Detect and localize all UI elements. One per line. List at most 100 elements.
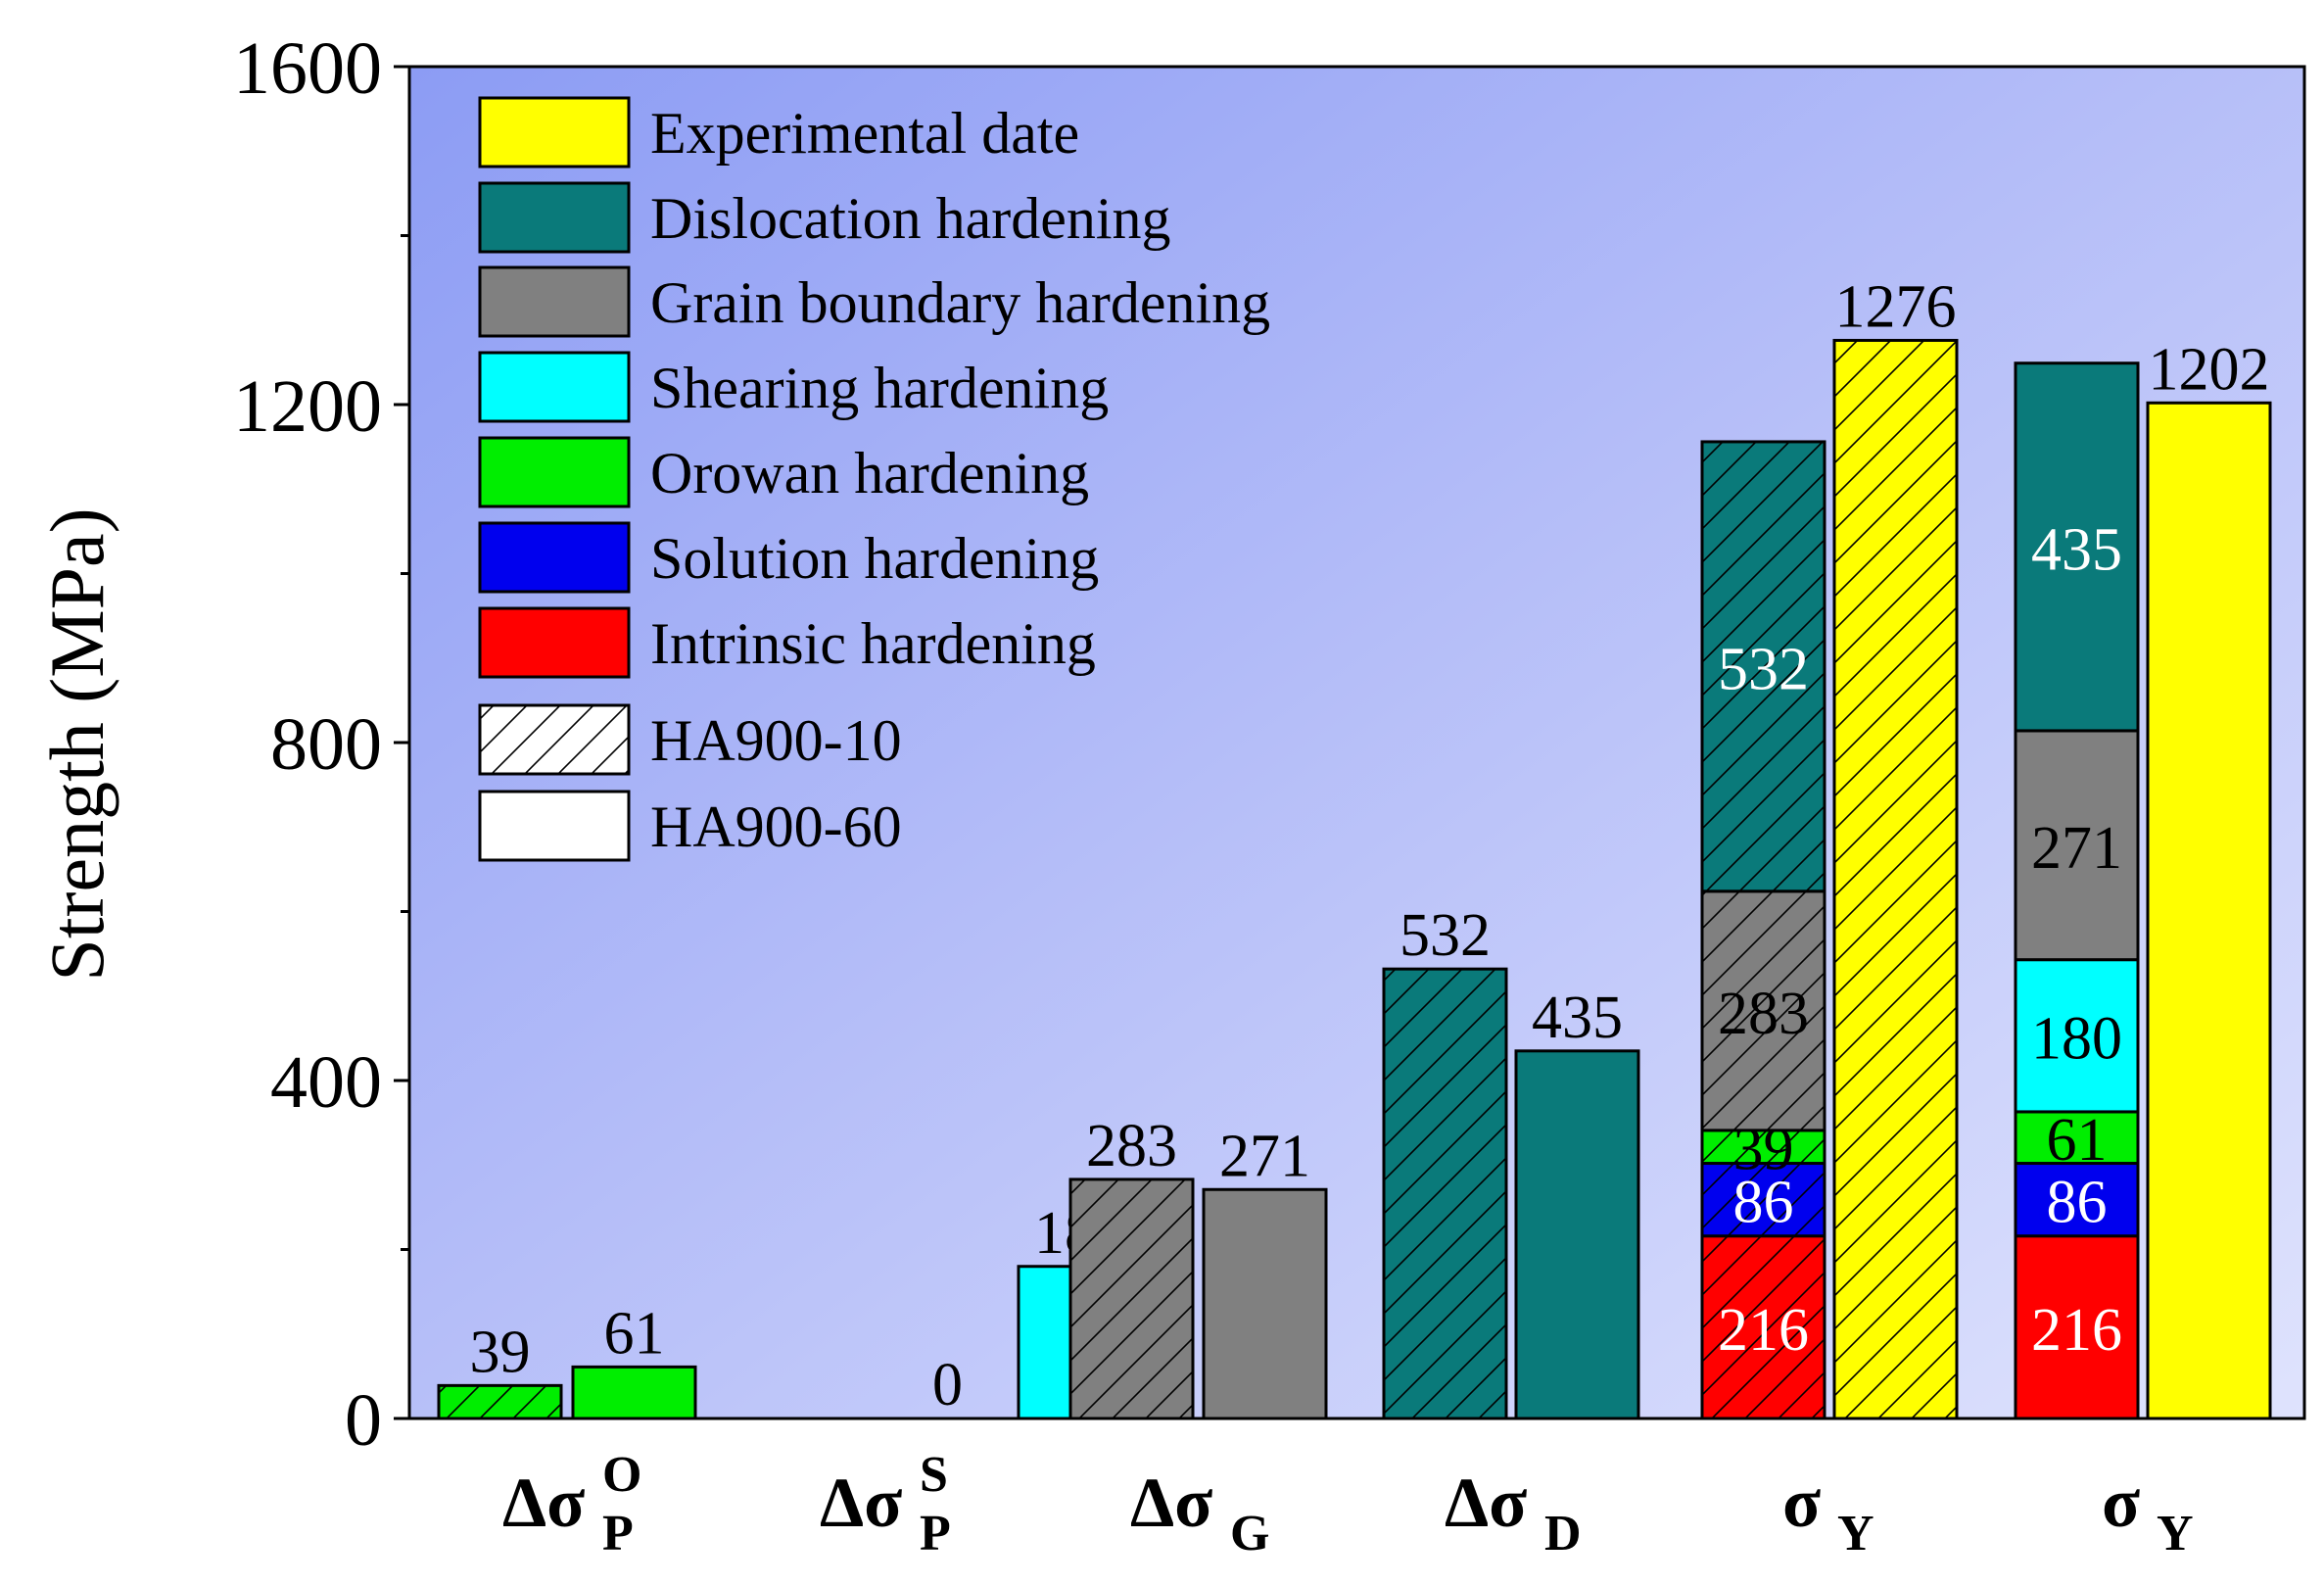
- x-category-label: Δσ PO: [502, 1447, 641, 1562]
- bar-group: 271: [1202, 1123, 1328, 1420]
- legend-swatch: [478, 790, 631, 862]
- y-tick-label: 800: [270, 703, 382, 786]
- legend-label: Orowan hardening: [650, 441, 1089, 505]
- category-superscript: S: [920, 1447, 948, 1503]
- category-symbol: Δσ: [1445, 1464, 1527, 1542]
- bar-group: 1202: [2146, 336, 2272, 1420]
- segment-value-label: 435: [2031, 516, 2122, 583]
- category-subscript: P: [602, 1506, 634, 1562]
- bar-hatch: [439, 1385, 561, 1418]
- legend-swatch: [478, 436, 631, 508]
- legend-label: Dislocation hardening: [650, 186, 1171, 251]
- bar-group: 61: [571, 1300, 697, 1420]
- legend-swatch: [478, 521, 631, 594]
- legend-item: Intrinsic hardening: [478, 606, 1096, 679]
- category-symbol: Δσ: [502, 1464, 585, 1542]
- category-subscript: P: [920, 1506, 951, 1562]
- bar-hatch: [1702, 1163, 1825, 1236]
- bar-group: 532: [1382, 902, 1508, 1420]
- bar-segment-experimental: [2146, 401, 2272, 1420]
- bar-value-label: 271: [1219, 1123, 1310, 1189]
- legend-swatch: [478, 265, 631, 338]
- plot-frame: [407, 65, 2306, 1420]
- legend-label: Grain boundary hardening: [650, 270, 1270, 335]
- bar-hatch: [1702, 441, 1825, 891]
- legend-label: HA900-10: [650, 708, 902, 773]
- y-tick-label: 400: [270, 1041, 382, 1124]
- category-subscript: D: [1544, 1506, 1582, 1562]
- x-category-label: Δσ PS: [820, 1447, 951, 1562]
- bar-value-label: 1276: [1835, 273, 1957, 340]
- legend-item: HA900-60: [478, 790, 902, 862]
- category-symbol: σ: [2102, 1464, 2140, 1542]
- bar-group: 435: [1514, 985, 1640, 1420]
- bar-group: 283: [1068, 1113, 1195, 1420]
- segment-value-label: 216: [1718, 1297, 1809, 1364]
- segment-value-label: 86: [2047, 1170, 2108, 1236]
- legend-swatch: [478, 351, 631, 423]
- legend-label: Experimental date: [650, 101, 1079, 166]
- bar-value-label: 1202: [2149, 336, 2270, 403]
- y-tick-label: 1200: [233, 365, 382, 448]
- category-symbol: Δσ: [820, 1464, 902, 1542]
- legend-item: Shearing hardening: [478, 351, 1109, 423]
- segment-value-label: 86: [1733, 1170, 1794, 1236]
- legend-item: Experimental date: [478, 96, 1079, 168]
- bar-value-label: 0: [932, 1352, 963, 1418]
- legend-item: Solution hardening: [478, 521, 1099, 594]
- bar-segment-orowan: [2014, 1110, 2140, 1166]
- bar-segment-dislocation: [2014, 361, 2140, 733]
- segment-value-label: 61: [2047, 1107, 2108, 1174]
- x-category-label: Δσ D: [1445, 1464, 1582, 1562]
- segment-value-label: 271: [2031, 815, 2122, 882]
- bar-hatch: [1702, 890, 1825, 1130]
- segment-value-label: 532: [1718, 636, 1809, 702]
- y-tick-label: 1600: [233, 27, 382, 110]
- y-tick-label: 0: [345, 1379, 382, 1462]
- bar-hatch: [1702, 1235, 1825, 1418]
- bar-segment-solution: [2014, 1162, 2140, 1238]
- legend-item: Dislocation hardening: [478, 181, 1171, 254]
- bar-segment-intrinsic: [2014, 1234, 2140, 1420]
- bar-hatch: [1070, 1178, 1193, 1418]
- bar-segment-orowan: [571, 1365, 697, 1420]
- bar-value-label: 283: [1086, 1113, 1177, 1179]
- bar-hatch: [1384, 969, 1506, 1418]
- bar-group: 39: [437, 1319, 563, 1420]
- legend-label: Solution hardening: [650, 526, 1099, 591]
- bar-hatch: [1702, 1129, 1825, 1164]
- bar-segment-grain-boundary: [1202, 1187, 1328, 1420]
- bar-hatch: [1834, 340, 1957, 1419]
- legend-item: HA900-10: [478, 703, 902, 776]
- legend-item: Orowan hardening: [478, 436, 1089, 508]
- legend-swatch: [478, 606, 631, 679]
- category-subscript: G: [1230, 1506, 1269, 1562]
- category-symbol: σ: [1782, 1464, 1821, 1542]
- bar-segment-grain-boundary: [2014, 729, 2140, 962]
- bar-segment-dislocation: [1514, 1049, 1640, 1420]
- y-axis-label: Strength (MPa): [34, 507, 119, 981]
- plot-background: [409, 67, 2304, 1418]
- legend-label: Intrinsic hardening: [650, 611, 1096, 676]
- category-subscript: Y: [1837, 1506, 1874, 1562]
- segment-value-label: 283: [1718, 981, 1809, 1047]
- bar-value-label: 61: [604, 1300, 665, 1367]
- bar-value-label: 532: [1399, 902, 1491, 969]
- category-superscript: O: [602, 1447, 641, 1503]
- legend-swatch: [478, 181, 631, 254]
- bar-value-label: 435: [1532, 985, 1623, 1051]
- legend-label: Shearing hardening: [650, 356, 1109, 420]
- legend-label: HA900-60: [650, 794, 902, 859]
- legend-swatch: [478, 96, 631, 168]
- bar-value-label: 39: [470, 1319, 531, 1385]
- x-category-label: Δσ G: [1130, 1464, 1269, 1562]
- segment-value-label: 216: [2031, 1297, 2122, 1364]
- bar-group: 0: [932, 1352, 963, 1418]
- legend-hatch: [480, 705, 629, 774]
- category-symbol: Δσ: [1130, 1464, 1212, 1542]
